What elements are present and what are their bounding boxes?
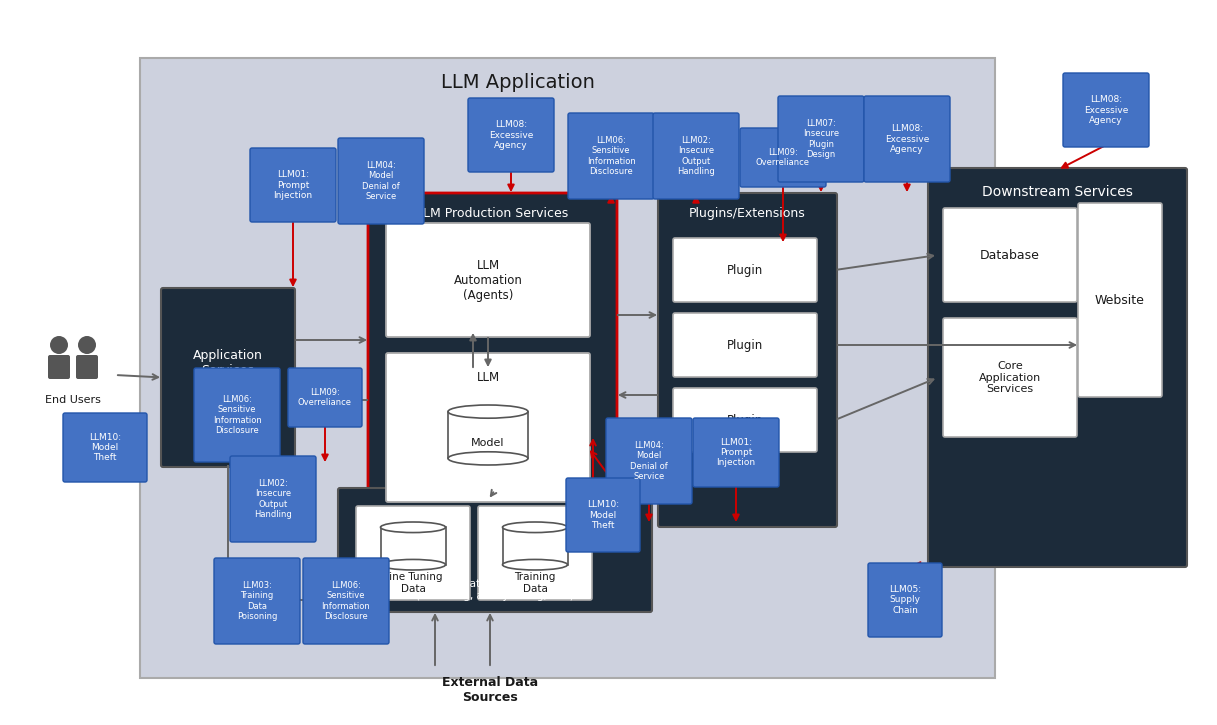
Text: LLM06:
Sensitive
Information
Disclosure: LLM06: Sensitive Information Disclosure <box>587 136 635 176</box>
Ellipse shape <box>448 405 528 418</box>
Text: Training
Data: Training Data <box>515 572 556 594</box>
Text: End Users: End Users <box>45 395 101 405</box>
Text: Application
Services
(Core/
Greenfield): Application Services (Core/ Greenfield) <box>194 349 263 407</box>
Text: Plugin: Plugin <box>727 413 763 426</box>
Text: LLM08:
Excessive
Agency: LLM08: Excessive Agency <box>1084 95 1128 125</box>
FancyBboxPatch shape <box>63 413 147 482</box>
Text: Plugin: Plugin <box>727 263 763 276</box>
Text: LLM01:
Prompt
Injection: LLM01: Prompt Injection <box>717 438 756 468</box>
Text: Model: Model <box>471 438 505 448</box>
Text: Plugin: Plugin <box>727 339 763 352</box>
Text: Fine Tuning
Data: Fine Tuning Data <box>383 572 442 594</box>
Bar <box>503 527 567 565</box>
FancyBboxPatch shape <box>214 558 301 644</box>
Text: Downstream Services: Downstream Services <box>982 185 1133 199</box>
FancyBboxPatch shape <box>478 506 591 600</box>
Text: LLM10:
Model
Theft: LLM10: Model Theft <box>89 433 120 463</box>
Bar <box>448 412 528 458</box>
FancyBboxPatch shape <box>943 318 1077 437</box>
Text: Plugins/Extensions: Plugins/Extensions <box>689 207 806 220</box>
Circle shape <box>50 336 68 354</box>
Text: LLM01:
Prompt
Injection: LLM01: Prompt Injection <box>274 170 313 200</box>
Text: Database: Database <box>980 249 1041 262</box>
FancyBboxPatch shape <box>469 98 554 172</box>
Text: LLM06:
Sensitive
Information
Disclosure: LLM06: Sensitive Information Disclosure <box>321 581 370 621</box>
Ellipse shape <box>448 452 528 465</box>
Ellipse shape <box>381 560 445 570</box>
FancyBboxPatch shape <box>864 96 950 182</box>
Circle shape <box>78 336 96 354</box>
Text: Website: Website <box>1095 294 1145 307</box>
Text: LLM Application: LLM Application <box>441 72 595 91</box>
FancyBboxPatch shape <box>249 148 336 222</box>
Text: Training Dataset & Processing
(cleansing, anonymizing, etc.): Training Dataset & Processing (cleansing… <box>416 579 574 601</box>
Ellipse shape <box>381 522 445 533</box>
Text: LLM02:
Insecure
Output
Handling: LLM02: Insecure Output Handling <box>677 136 714 176</box>
FancyBboxPatch shape <box>566 478 640 552</box>
FancyBboxPatch shape <box>868 563 942 637</box>
Text: LLM Production Services: LLM Production Services <box>416 207 568 220</box>
Bar <box>381 527 445 565</box>
Text: LLM04:
Model
Denial of
Service: LLM04: Model Denial of Service <box>363 161 400 201</box>
FancyBboxPatch shape <box>673 238 817 302</box>
FancyBboxPatch shape <box>568 113 654 199</box>
Text: LLM09:
Overreliance: LLM09: Overreliance <box>298 388 352 407</box>
FancyBboxPatch shape <box>386 353 590 502</box>
Text: External Data
Sources: External Data Sources <box>442 676 538 704</box>
FancyBboxPatch shape <box>943 208 1077 302</box>
FancyBboxPatch shape <box>654 113 739 199</box>
Bar <box>140 58 996 678</box>
Text: LLM03:
Training
Data
Poisoning: LLM03: Training Data Poisoning <box>237 581 277 621</box>
FancyBboxPatch shape <box>161 288 295 467</box>
Text: LLM08:
Excessive
Agency: LLM08: Excessive Agency <box>489 120 533 150</box>
FancyBboxPatch shape <box>740 128 826 187</box>
FancyBboxPatch shape <box>692 418 779 487</box>
Text: LLM: LLM <box>476 370 499 384</box>
FancyBboxPatch shape <box>47 355 71 379</box>
Text: Core
Application
Services: Core Application Services <box>978 361 1041 394</box>
FancyBboxPatch shape <box>338 138 424 224</box>
Text: LLM
Automation
(Agents): LLM Automation (Agents) <box>454 259 522 302</box>
Text: LLM08:
Excessive
Agency: LLM08: Excessive Agency <box>885 124 930 154</box>
Text: LLM10:
Model
Theft: LLM10: Model Theft <box>587 500 619 530</box>
FancyBboxPatch shape <box>303 558 389 644</box>
Text: LLM06:
Sensitive
Information
Disclosure: LLM06: Sensitive Information Disclosure <box>213 395 262 435</box>
FancyBboxPatch shape <box>338 488 652 612</box>
FancyBboxPatch shape <box>673 313 817 377</box>
Text: LLM07:
Insecure
Plugin
Design: LLM07: Insecure Plugin Design <box>803 119 839 159</box>
FancyBboxPatch shape <box>606 418 692 504</box>
Ellipse shape <box>503 560 567 570</box>
Text: LLM02:
Insecure
Output
Handling: LLM02: Insecure Output Handling <box>254 479 292 519</box>
Text: LLM04:
Model
Denial of
Service: LLM04: Model Denial of Service <box>630 441 668 481</box>
FancyBboxPatch shape <box>194 368 280 462</box>
FancyBboxPatch shape <box>778 96 864 182</box>
FancyBboxPatch shape <box>1062 73 1149 147</box>
Text: LLM05:
Supply
Chain: LLM05: Supply Chain <box>888 585 921 615</box>
FancyBboxPatch shape <box>929 168 1187 567</box>
FancyBboxPatch shape <box>230 456 316 542</box>
FancyBboxPatch shape <box>288 368 361 427</box>
FancyBboxPatch shape <box>673 388 817 452</box>
FancyBboxPatch shape <box>368 193 617 527</box>
FancyBboxPatch shape <box>357 506 470 600</box>
Text: LLM09:
Overreliance: LLM09: Overreliance <box>756 148 811 167</box>
FancyBboxPatch shape <box>1078 203 1162 397</box>
FancyBboxPatch shape <box>75 355 99 379</box>
Ellipse shape <box>503 522 567 533</box>
FancyBboxPatch shape <box>658 193 837 527</box>
FancyBboxPatch shape <box>386 223 590 337</box>
